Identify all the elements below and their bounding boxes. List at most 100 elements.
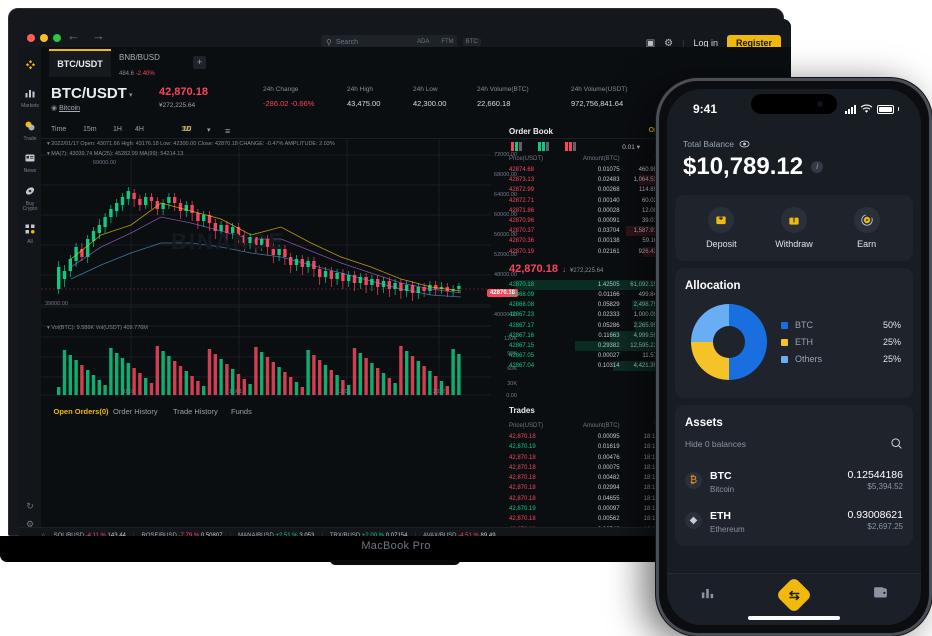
asset-usd-value: $5,394.52 <box>867 482 903 491</box>
sidebar-item-buy-crypto[interactable]: Buy Crypto <box>19 178 41 216</box>
both-view-icon[interactable] <box>511 142 522 151</box>
interval-15m[interactable]: 15m <box>83 126 97 133</box>
ob-amount: 0.11663 <box>598 332 620 339</box>
withdraw-button[interactable]: Withdraw <box>764 207 824 249</box>
bids-view-icon[interactable] <box>538 142 549 151</box>
interval-1d[interactable]: 1D <box>182 126 192 133</box>
order-book-row[interactable]: 42870.19 0.02161 926.42481 <box>509 246 667 257</box>
sidebar-item-news[interactable]: News <box>19 145 41 178</box>
minimize-window-icon[interactable] <box>40 34 48 42</box>
ob-total: 11.57410 <box>642 353 667 360</box>
ticker-item[interactable]: ROSE/BUSD -7.79 % 0.50807 <box>141 533 222 539</box>
asset-usd-value: $2,697.25 <box>867 522 903 531</box>
chart-settings-icon[interactable]: ≡ <box>225 126 231 136</box>
ob-price: 42867.16 <box>509 332 535 339</box>
trade-row: 42,870.180.0047618:10:50 <box>509 454 667 461</box>
order-book-row[interactable]: 42867.16 0.11663 4,999.59687 <box>509 330 667 341</box>
order-book-row[interactable]: 42873.13 0.02483 1,064.53982 <box>509 175 667 186</box>
macbook-label: MacBook Pro <box>361 540 431 552</box>
download-app-icon[interactable]: ⚙ <box>664 37 674 49</box>
markets-tab[interactable] <box>699 584 716 606</box>
ytick-5: 52000.00 <box>494 252 517 258</box>
refresh-icon[interactable]: ↻ <box>26 501 34 511</box>
login-button[interactable]: Log in <box>693 38 718 48</box>
asset-row[interactable]: ◆ ETH Ethereum 0.93008621 $2,697.25 <box>685 500 903 540</box>
forward-icon[interactable]: → <box>92 28 105 43</box>
info-icon[interactable]: i <box>811 161 824 173</box>
interval-time-label: Time <box>51 126 67 133</box>
pair-dropdown-icon[interactable]: ▾ <box>129 92 133 99</box>
order-book-row[interactable]: 42872.99 0.00268 114.89961 <box>509 185 667 196</box>
close-window-icon[interactable] <box>27 34 35 42</box>
sidebar-item-all[interactable]: All <box>19 216 41 249</box>
order-book-row[interactable]: 42867.15 0.29382 12,595.22601 <box>509 341 667 352</box>
ob-price: 42870.36 <box>509 238 535 245</box>
deposit-button[interactable]: Deposit <box>691 207 751 249</box>
ticker-item[interactable]: AVAX/BUSD -4.51 % 89.49 <box>423 533 496 539</box>
tab-bnb-busd[interactable]: BNB/BUSD 484.6 -2.40% <box>119 53 160 80</box>
order-book-row[interactable]: 42868.08 0.05829 2,498.79038 <box>509 300 667 311</box>
binance-logo[interactable] <box>19 53 41 80</box>
order-book-row[interactable]: 42870.37 0.03704 1,587.91850 <box>509 226 667 237</box>
hot-pair-ftm[interactable]: FTM <box>438 38 457 46</box>
order-book-row[interactable]: 42871.86 0.00028 12.00412 <box>509 205 667 216</box>
screenshot-icon[interactable]: ▣ <box>645 37 656 49</box>
assets-card: Assets Hide 0 balances ₿ BTC Bitcoin 0.1254… <box>675 405 913 546</box>
hot-pair-btc[interactable]: BTC <box>462 38 481 46</box>
order-book-controls: 0.01 ▾ ⋮ <box>511 142 669 151</box>
asset-icon: ₿ <box>685 471 702 489</box>
order-book-bids[interactable]: 42870.18 1.42505 61,092.15001 42868.09 0.011… <box>507 279 669 372</box>
tab-open-orders[interactable]: Open Orders(0) <box>53 407 109 416</box>
order-book-row[interactable]: 42867.23 0.02333 1,000.09248 <box>509 310 667 321</box>
trade-tab[interactable]: ⇆ <box>775 576 813 613</box>
ob-price: 42868.08 <box>509 302 535 309</box>
tab-btc-usdt[interactable]: BTC/USDT <box>49 49 111 77</box>
price-chart[interactable]: ▾ 2022/01/17 Open: 43071.66 High: 43176.… <box>41 139 491 399</box>
buy-crypto-icon <box>25 186 35 195</box>
order-book-row[interactable]: 42870.18 1.42505 61,092.15001 <box>509 279 667 290</box>
order-book-row[interactable]: 42872.71 0.00140 60.02179 <box>509 195 667 206</box>
stat-24h-change: 24h Change -286.02 -0.66% <box>263 86 315 108</box>
tab-order-history[interactable]: Order History <box>113 407 158 416</box>
order-book-row[interactable]: 42874.68 0.01075 460.90281 <box>509 165 667 175</box>
tab-trade-history[interactable]: Trade History <box>173 407 218 416</box>
wallet-icon <box>873 586 887 597</box>
wallet-tab[interactable] <box>872 584 889 606</box>
hot-pair-ada[interactable]: ADA <box>414 38 433 46</box>
order-book-row[interactable]: 42867.05 0.00027 11.57410 <box>509 351 667 362</box>
sidebar-item-markets[interactable]: Markets <box>19 80 41 113</box>
order-book-row[interactable]: 42868.09 0.01166 499.84193 <box>509 290 667 301</box>
interval-1h[interactable]: 1H <box>113 126 122 133</box>
interval-more-icon[interactable]: ▾ <box>207 127 211 134</box>
maximize-window-icon[interactable] <box>53 34 61 42</box>
ticker-pair[interactable]: BTC/USDT <box>51 85 127 102</box>
order-book-asks[interactable]: 42874.68 0.01075 460.90281 42873.13 0.02483 1… <box>507 165 669 257</box>
ticker-item[interactable]: MANA/BUSD +2.51 % 3.053 <box>238 533 314 539</box>
swap-icon: ⇆ <box>788 586 800 602</box>
hot-pairs[interactable]: ADA FTM BTC <box>414 38 481 46</box>
order-book-row[interactable]: 42870.36 0.00138 59.16110 <box>509 236 667 247</box>
order-book-row[interactable]: 42870.96 0.00091 39.01257 <box>509 216 667 227</box>
back-icon[interactable]: ← <box>67 28 80 43</box>
search-icon[interactable] <box>890 437 903 450</box>
allocation-legend-row: ETH 25% <box>781 337 901 347</box>
settings-gear-icon[interactable]: ⚙ <box>25 519 35 529</box>
order-book-row[interactable]: 42867.04 0.10314 4,421.30651 <box>509 361 667 372</box>
interval-4h[interactable]: 4H <box>135 126 144 133</box>
window-traffic-lights[interactable] <box>27 29 66 47</box>
asks-view-icon[interactable] <box>565 142 576 151</box>
interval-1w[interactable]: 1W <box>181 126 192 133</box>
vol-ytick-1: 90K <box>507 351 517 357</box>
ticker-item[interactable]: TRX/BUSD +2.00 % 0.07154 <box>330 533 408 539</box>
ticker-price: 42,870.18 <box>159 86 208 98</box>
add-tab-button[interactable]: + <box>193 56 206 69</box>
earn-button[interactable]: Earn <box>837 207 897 249</box>
tab-funds[interactable]: Funds <box>231 407 252 416</box>
asset-row[interactable]: ₿ BTC Bitcoin 0.12544186 $5,394.52 <box>685 460 903 500</box>
ticker-item[interactable]: SOL/BUSD -4.11 % 143.44 <box>54 533 126 539</box>
order-book-row[interactable]: 42867.17 0.05286 2,265.95861 <box>509 320 667 331</box>
sidebar-item-trade[interactable]: Trade <box>19 113 41 146</box>
tick-size-select[interactable]: 0.01 ▾ <box>622 143 640 151</box>
hide-zero-balances-toggle[interactable]: Hide 0 balances <box>685 438 746 449</box>
trade-row: 42,870.190.0161918:10:50 <box>509 444 667 451</box>
